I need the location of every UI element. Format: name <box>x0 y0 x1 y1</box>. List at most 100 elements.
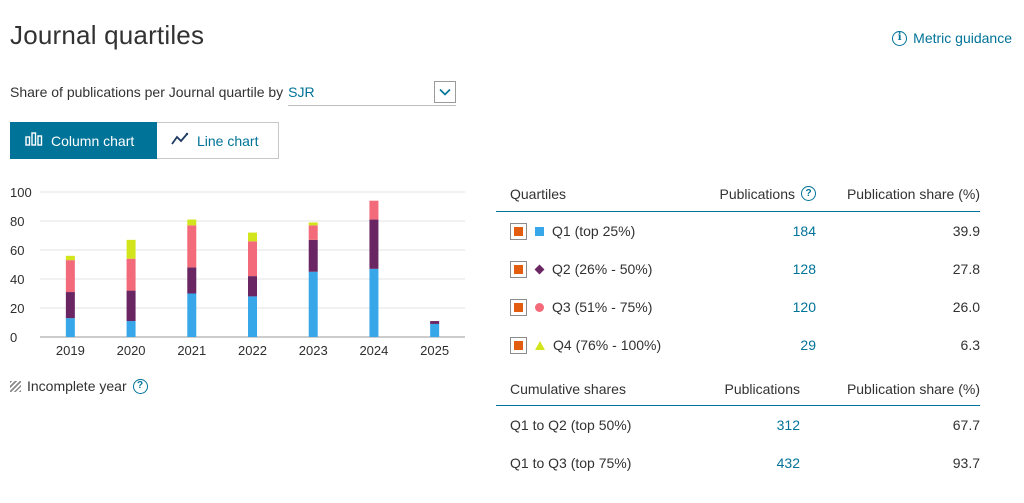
publications-link[interactable]: 120 <box>792 299 816 315</box>
table-row: Q4 (76% - 100%) 29 6.3 <box>496 326 980 364</box>
bar-segment[interactable] <box>248 241 257 277</box>
publications-link[interactable]: 128 <box>792 261 816 277</box>
header-cumulative: Cumulative shares <box>510 380 626 397</box>
line-chart-label: Line chart <box>197 132 259 149</box>
bar-segment[interactable] <box>308 222 318 226</box>
row-label: Q4 (76% - 100%) <box>553 337 662 353</box>
q2-checkbox[interactable] <box>510 260 527 278</box>
metric-guidance-label: Metric guidance <box>913 30 1012 46</box>
quartile-column-chart: 0 20 40 60 80 100 2019 2020 2021 2022 2023 2024 2025 <box>0 180 480 360</box>
info-icon: i <box>892 30 908 46</box>
x-tick-label: 2019 <box>56 343 85 358</box>
y-tick-label: 80 <box>10 214 24 229</box>
header-quartiles: Quartiles <box>510 185 567 202</box>
publications-link[interactable]: 432 <box>776 455 800 471</box>
hatch-pattern-icon <box>10 380 21 392</box>
publications-link[interactable]: 184 <box>792 223 816 239</box>
y-tick-label: 20 <box>10 301 24 316</box>
help-icon[interactable]: ? <box>132 378 148 394</box>
bar-segment[interactable] <box>248 276 257 297</box>
bar-segment[interactable] <box>308 271 318 337</box>
chevron-down-icon[interactable] <box>434 80 457 103</box>
table-row: Q1 to Q3 (top 75%) 432 93.7 <box>496 444 980 482</box>
publications-link[interactable]: 312 <box>776 417 800 433</box>
header-publications-label: Publications <box>719 185 796 202</box>
share-value: 26.0 <box>952 299 980 315</box>
bar-segment[interactable] <box>369 200 379 220</box>
y-tick-label: 100 <box>10 185 32 200</box>
bar-segment[interactable] <box>248 232 257 242</box>
share-value: 6.3 <box>960 337 980 353</box>
row-label: Q1 to Q3 (top 75%) <box>510 455 632 471</box>
triangle-icon <box>535 340 545 350</box>
share-value: 39.9 <box>952 223 980 239</box>
header-cum-publications: Publications <box>724 380 801 397</box>
chart-svg: 0 20 40 60 80 100 2019 2020 2021 2022 2023 2024 2025 <box>10 185 465 358</box>
bar-segment[interactable] <box>187 293 197 338</box>
y-tick-label: 60 <box>10 243 24 258</box>
column-chart-icon <box>25 132 43 149</box>
subtitle-row: Share of publications per Journal quarti… <box>10 78 457 106</box>
y-tick-label: 0 <box>10 330 17 345</box>
circle-icon <box>535 302 544 312</box>
share-value: 27.8 <box>952 261 980 277</box>
bar-segment[interactable] <box>430 321 440 324</box>
row-label: Q1 (top 25%) <box>552 223 636 239</box>
bar-segment[interactable] <box>187 225 197 268</box>
x-tick-label: 2020 <box>117 343 146 358</box>
bar-segment[interactable] <box>126 321 136 337</box>
diamond-icon <box>534 264 545 274</box>
bar-segment[interactable] <box>187 219 197 226</box>
chart-type-toggle: Column chart Line chart <box>10 122 279 159</box>
square-icon <box>535 226 544 236</box>
bar-segment[interactable] <box>65 318 75 337</box>
row-label: Q1 to Q2 (top 50%) <box>510 417 632 433</box>
bar-segment[interactable] <box>65 292 75 319</box>
bar-segment[interactable] <box>369 268 379 337</box>
q4-checkbox[interactable] <box>510 336 527 354</box>
row-label: Q2 (26% - 50%) <box>552 261 653 277</box>
bar-segment[interactable] <box>369 219 379 269</box>
quartiles-table: Quartiles Publications ? Publication sha… <box>496 176 980 482</box>
bar-segment[interactable] <box>126 290 136 322</box>
table-row: Q1 (top 25%) 184 39.9 <box>496 212 980 250</box>
metric-select[interactable]: SJR <box>288 78 457 106</box>
header-publications: Publications ? <box>696 186 816 202</box>
y-tick-label: 40 <box>10 272 24 287</box>
q3-checkbox[interactable] <box>510 298 527 316</box>
line-chart-icon <box>171 132 189 149</box>
bar-segment[interactable] <box>126 239 136 259</box>
table-row: Q2 (26% - 50%) 128 27.8 <box>496 250 980 288</box>
help-icon[interactable]: ? <box>801 186 816 201</box>
share-value: 93.7 <box>952 455 980 471</box>
bar-segment[interactable] <box>65 255 75 261</box>
incomplete-year-label: Incomplete year <box>27 378 127 394</box>
column-chart-button[interactable]: Column chart <box>10 122 157 159</box>
table-row: Q3 (51% - 75%) 120 26.0 <box>496 288 980 326</box>
x-tick-label: 2024 <box>359 343 388 358</box>
line-chart-button[interactable]: Line chart <box>157 122 279 159</box>
metric-select-value: SJR <box>288 83 315 100</box>
bar-segment[interactable] <box>126 258 136 291</box>
header-share: Publication share (%) <box>846 185 980 202</box>
x-tick-label: 2022 <box>238 343 267 358</box>
x-tick-label: 2023 <box>299 343 328 358</box>
share-value: 67.7 <box>952 417 980 433</box>
bar-segment[interactable] <box>248 296 257 337</box>
publications-link[interactable]: 29 <box>800 337 816 353</box>
page-title: Journal quartiles <box>10 20 205 50</box>
column-chart-label: Column chart <box>51 132 135 149</box>
table-row: Q1 to Q2 (top 50%) 312 67.7 <box>496 406 980 444</box>
metric-guidance-link[interactable]: i Metric guidance <box>892 30 1012 46</box>
row-label: Q3 (51% - 75%) <box>552 299 653 315</box>
x-tick-label: 2025 <box>420 343 449 358</box>
bar-segment[interactable] <box>430 323 440 337</box>
bar-segment[interactable] <box>187 267 197 294</box>
q1-checkbox[interactable] <box>510 222 527 240</box>
cumulative-table-header: Cumulative shares Publications Publicati… <box>496 372 980 406</box>
quartiles-table-header: Quartiles Publications ? Publication sha… <box>496 176 980 212</box>
header-cum-share: Publication share (%) <box>846 380 980 397</box>
bar-segment[interactable] <box>65 260 75 293</box>
bar-segment[interactable] <box>308 239 318 272</box>
bar-segment[interactable] <box>308 225 318 240</box>
